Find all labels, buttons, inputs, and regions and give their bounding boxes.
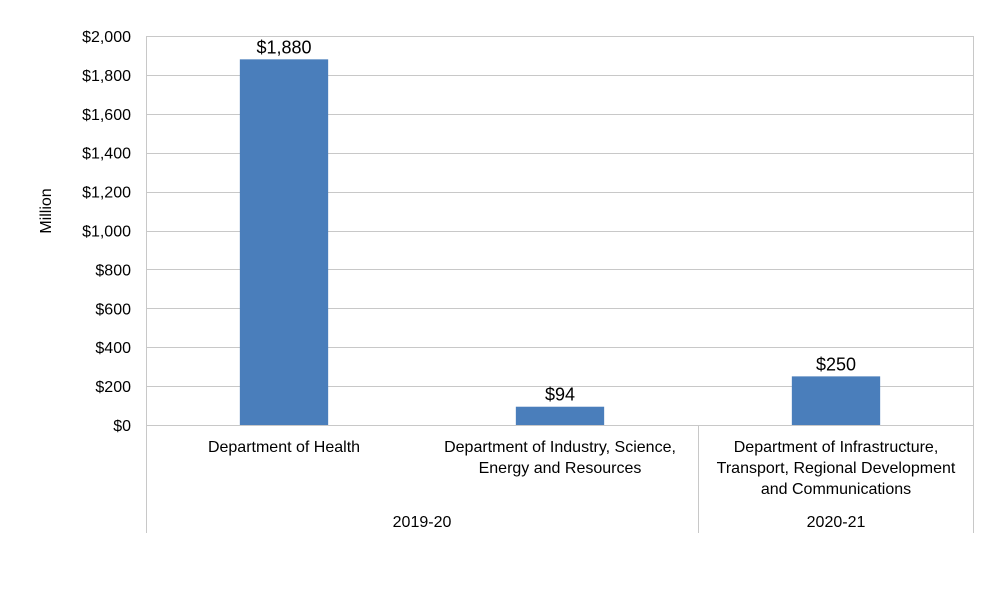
category-labels: Department of Health Department of Indust… bbox=[208, 439, 956, 498]
data-label: $250 bbox=[816, 354, 856, 374]
bars: $1,880 $94 $250 bbox=[239, 37, 881, 426]
bar bbox=[791, 376, 881, 425]
category-label: Transport, Regional Development bbox=[717, 460, 956, 477]
y-tick-label: $2,000 bbox=[82, 29, 131, 46]
group-labels: 2019-20 2020-21 bbox=[393, 514, 866, 531]
category-label: and Communications bbox=[761, 481, 911, 498]
data-label: $94 bbox=[545, 385, 575, 405]
y-tick-label: $600 bbox=[95, 301, 131, 318]
category-label: Energy and Resources bbox=[479, 460, 642, 477]
category-label: Department of Health bbox=[208, 439, 360, 456]
y-tick-label: $1,000 bbox=[82, 224, 131, 241]
group-label: 2020-21 bbox=[807, 514, 866, 531]
y-axis-label: Million bbox=[38, 188, 55, 233]
data-label: $1,880 bbox=[256, 37, 311, 57]
y-tick-label: $800 bbox=[95, 262, 131, 279]
y-tick-label: $1,800 bbox=[82, 68, 131, 85]
y-tick-label: $1,400 bbox=[82, 146, 131, 163]
category-label: Department of Industry, Science, bbox=[444, 439, 676, 456]
y-axis-ticks: $0 $200 $400 $600 $800 $1,000 $1,200 $1,400 $1,6… bbox=[82, 29, 131, 435]
y-tick-label: $200 bbox=[95, 379, 131, 396]
category-label: Department of Infrastructure, bbox=[734, 439, 939, 456]
y-tick-label: $400 bbox=[95, 340, 131, 357]
y-tick-label: $1,600 bbox=[82, 107, 131, 124]
group-label: 2019-20 bbox=[393, 514, 452, 531]
y-tick-label: $1,200 bbox=[82, 185, 131, 202]
bar bbox=[239, 59, 329, 426]
bar bbox=[515, 406, 605, 425]
y-tick-label: $0 bbox=[113, 418, 131, 435]
